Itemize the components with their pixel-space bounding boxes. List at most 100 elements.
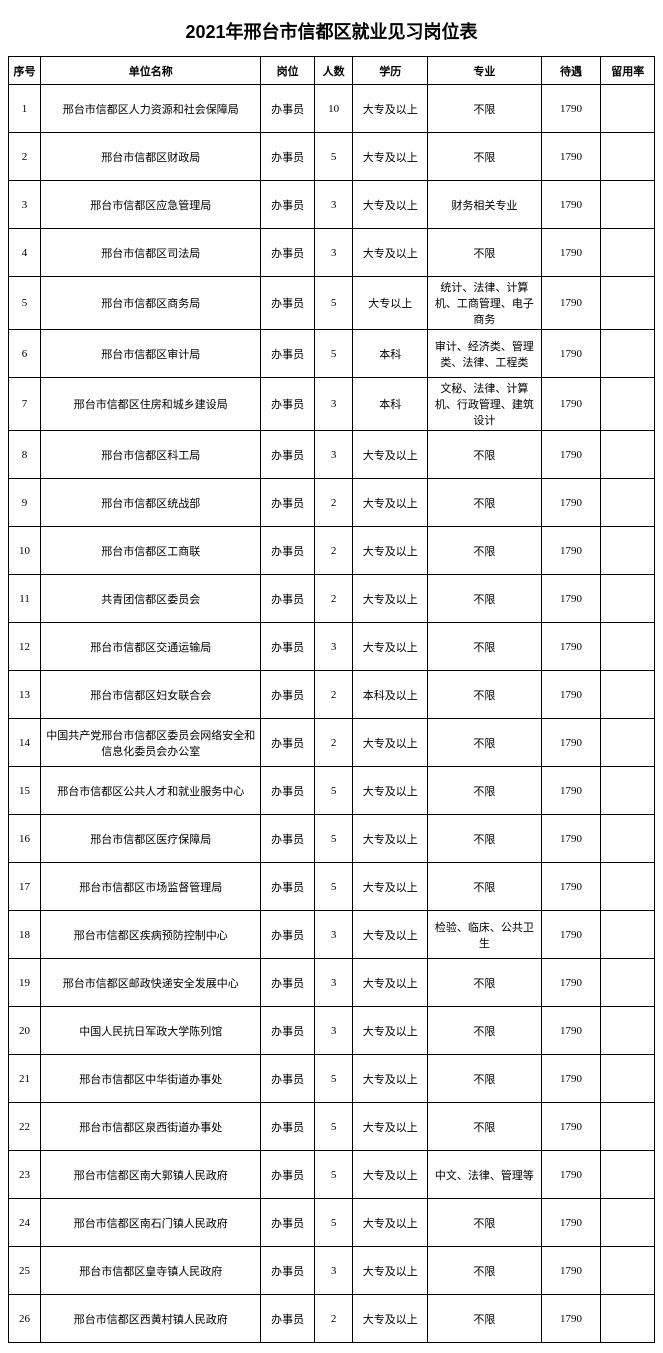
cell-sal: 1790 xyxy=(541,671,601,719)
cell-pos: 办事员 xyxy=(261,863,314,911)
cell-edu: 大专及以上 xyxy=(353,911,428,959)
cell-seq: 5 xyxy=(9,277,41,330)
cell-sal: 1790 xyxy=(541,181,601,229)
cell-edu: 大专及以上 xyxy=(353,719,428,767)
cell-maj: 不限 xyxy=(428,1199,541,1247)
cell-cnt: 2 xyxy=(314,671,353,719)
table-row: 16邢台市信都区医疗保障局办事员5大专及以上不限1790 xyxy=(9,815,655,863)
cell-cnt: 3 xyxy=(314,229,353,277)
table-row: 6邢台市信都区审计局办事员5本科审计、经济类、管理类、法律、工程类1790 xyxy=(9,330,655,378)
cell-maj: 文秘、法律、计算机、行政管理、建筑设计 xyxy=(428,378,541,431)
header-pos: 岗位 xyxy=(261,57,314,85)
cell-ret xyxy=(601,863,655,911)
cell-org: 中国共产党邢台市信都区委员会网络安全和信息化委员会办公室 xyxy=(41,719,261,767)
table-row: 5邢台市信都区商务局办事员5大专以上统计、法律、计算机、工商管理、电子商务179… xyxy=(9,277,655,330)
table-row: 26邢台市信都区西黄村镇人民政府办事员2大专及以上不限1790 xyxy=(9,1295,655,1343)
table-row: 3邢台市信都区应急管理局办事员3大专及以上财务相关专业1790 xyxy=(9,181,655,229)
cell-edu: 大专及以上 xyxy=(353,85,428,133)
cell-seq: 15 xyxy=(9,767,41,815)
cell-maj: 财务相关专业 xyxy=(428,181,541,229)
table-row: 11共青团信都区委员会办事员2大专及以上不限1790 xyxy=(9,575,655,623)
cell-seq: 1 xyxy=(9,85,41,133)
cell-ret xyxy=(601,719,655,767)
header-org: 单位名称 xyxy=(41,57,261,85)
table-row: 19邢台市信都区邮政快递安全发展中心办事员3大专及以上不限1790 xyxy=(9,959,655,1007)
cell-ret xyxy=(601,767,655,815)
cell-ret xyxy=(601,1103,655,1151)
cell-maj: 检验、临床、公共卫生 xyxy=(428,911,541,959)
cell-pos: 办事员 xyxy=(261,575,314,623)
cell-seq: 24 xyxy=(9,1199,41,1247)
cell-org: 邢台市信都区南石门镇人民政府 xyxy=(41,1199,261,1247)
cell-edu: 大专及以上 xyxy=(353,623,428,671)
cell-pos: 办事员 xyxy=(261,479,314,527)
cell-edu: 大专及以上 xyxy=(353,1199,428,1247)
cell-org: 邢台市信都区人力资源和社会保障局 xyxy=(41,85,261,133)
cell-org: 邢台市信都区西黄村镇人民政府 xyxy=(41,1295,261,1343)
cell-edu: 大专及以上 xyxy=(353,863,428,911)
cell-pos: 办事员 xyxy=(261,85,314,133)
header-sal: 待遇 xyxy=(541,57,601,85)
cell-ret xyxy=(601,1151,655,1199)
cell-ret xyxy=(601,479,655,527)
table-row: 2邢台市信都区财政局办事员5大专及以上不限1790 xyxy=(9,133,655,181)
cell-sal: 1790 xyxy=(541,815,601,863)
cell-maj: 不限 xyxy=(428,575,541,623)
cell-sal: 1790 xyxy=(541,431,601,479)
cell-pos: 办事员 xyxy=(261,181,314,229)
cell-cnt: 10 xyxy=(314,85,353,133)
cell-sal: 1790 xyxy=(541,1103,601,1151)
cell-ret xyxy=(601,378,655,431)
cell-org: 邢台市信都区住房和城乡建设局 xyxy=(41,378,261,431)
cell-org: 邢台市信都区财政局 xyxy=(41,133,261,181)
cell-maj: 不限 xyxy=(428,479,541,527)
cell-seq: 23 xyxy=(9,1151,41,1199)
cell-org: 邢台市信都区公共人才和就业服务中心 xyxy=(41,767,261,815)
cell-maj: 不限 xyxy=(428,671,541,719)
cell-pos: 办事员 xyxy=(261,1151,314,1199)
cell-ret xyxy=(601,911,655,959)
cell-ret xyxy=(601,229,655,277)
table-row: 14中国共产党邢台市信都区委员会网络安全和信息化委员会办公室办事员2大专及以上不… xyxy=(9,719,655,767)
cell-org: 邢台市信都区中华街道办事处 xyxy=(41,1055,261,1103)
cell-sal: 1790 xyxy=(541,1199,601,1247)
cell-org: 邢台市信都区科工局 xyxy=(41,431,261,479)
cell-pos: 办事员 xyxy=(261,330,314,378)
cell-org: 邢台市信都区交通运输局 xyxy=(41,623,261,671)
cell-ret xyxy=(601,330,655,378)
cell-pos: 办事员 xyxy=(261,133,314,181)
cell-ret xyxy=(601,575,655,623)
cell-edu: 大专及以上 xyxy=(353,1055,428,1103)
cell-edu: 大专及以上 xyxy=(353,1007,428,1055)
cell-cnt: 2 xyxy=(314,1295,353,1343)
cell-pos: 办事员 xyxy=(261,1007,314,1055)
cell-pos: 办事员 xyxy=(261,229,314,277)
cell-maj: 不限 xyxy=(428,767,541,815)
cell-pos: 办事员 xyxy=(261,815,314,863)
cell-org: 邢台市信都区统战部 xyxy=(41,479,261,527)
cell-edu: 大专及以上 xyxy=(353,133,428,181)
cell-cnt: 5 xyxy=(314,767,353,815)
cell-ret xyxy=(601,1199,655,1247)
cell-edu: 大专及以上 xyxy=(353,1103,428,1151)
cell-edu: 大专及以上 xyxy=(353,1151,428,1199)
cell-sal: 1790 xyxy=(541,575,601,623)
cell-seq: 8 xyxy=(9,431,41,479)
cell-org: 共青团信都区委员会 xyxy=(41,575,261,623)
cell-pos: 办事员 xyxy=(261,277,314,330)
cell-sal: 1790 xyxy=(541,1247,601,1295)
cell-sal: 1790 xyxy=(541,1151,601,1199)
cell-seq: 14 xyxy=(9,719,41,767)
table-row: 15邢台市信都区公共人才和就业服务中心办事员5大专及以上不限1790 xyxy=(9,767,655,815)
cell-pos: 办事员 xyxy=(261,767,314,815)
table-row: 18邢台市信都区疾病预防控制中心办事员3大专及以上检验、临床、公共卫生1790 xyxy=(9,911,655,959)
cell-maj: 不限 xyxy=(428,863,541,911)
table-row: 12邢台市信都区交通运输局办事员3大专及以上不限1790 xyxy=(9,623,655,671)
cell-ret xyxy=(601,277,655,330)
cell-sal: 1790 xyxy=(541,330,601,378)
cell-pos: 办事员 xyxy=(261,959,314,1007)
cell-maj: 不限 xyxy=(428,719,541,767)
cell-edu: 大专及以上 xyxy=(353,527,428,575)
cell-maj: 不限 xyxy=(428,1007,541,1055)
cell-sal: 1790 xyxy=(541,479,601,527)
